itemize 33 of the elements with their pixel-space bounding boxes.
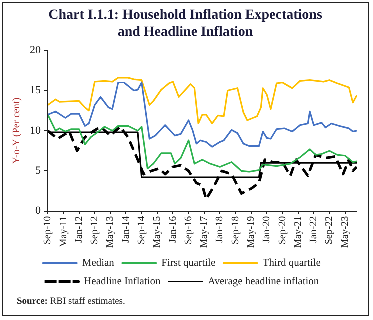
y-tick-label: 5 [36, 165, 42, 178]
x-tick-label: Sep-18 [230, 216, 242, 245]
x-tick-label: Jan-20 [262, 216, 273, 244]
x-tick-label: Jan-18 [214, 216, 226, 244]
y-tick-label: 15 [30, 84, 42, 97]
x-tick-label: May-23 [340, 216, 351, 248]
x-tick-label: Sep-20 [277, 216, 288, 245]
y-tick-label: 10 [30, 124, 42, 137]
x-tick-label: May-21 [292, 216, 304, 248]
x-tick-label: Jan-16 [168, 216, 179, 244]
legend-label: Third quartile [262, 258, 322, 269]
x-tick-label: Jan-14 [120, 216, 132, 244]
x-tick-label: May-15 [152, 216, 164, 248]
source-note: Source: RBI staff estimates. [17, 297, 126, 307]
x-tick-label: May-17 [199, 216, 210, 248]
x-tick-label: Sep-22 [324, 216, 336, 245]
x-tick-label: May-13 [105, 216, 116, 248]
legend-label: Median [82, 258, 116, 269]
y-tick-label: 0 [36, 205, 42, 218]
y-axis-title: Y-o-Y (Per cent) [12, 98, 23, 164]
legend-label: Headline Inflation [84, 276, 162, 288]
y-tick-label: 20 [30, 44, 42, 56]
legend-label: First quartile [162, 258, 216, 269]
x-tick-label: Sep-12 [90, 216, 101, 245]
x-tick-label: Sep-14 [136, 216, 148, 245]
x-tick-label: Sep-16 [183, 216, 194, 245]
x-tick-label: May-19 [246, 216, 258, 248]
x-tick-label: Jan-22 [308, 216, 320, 244]
legend-label: Average headline inflation [208, 276, 320, 288]
chart-title: Chart I.1.1: Household Inflation Expectations and Headline Inflation [48, 7, 324, 41]
x-tick-label: Sep-10 [42, 216, 54, 245]
x-tick-label: Jan-12 [74, 216, 85, 244]
x-tick-label: May-11 [58, 216, 70, 248]
